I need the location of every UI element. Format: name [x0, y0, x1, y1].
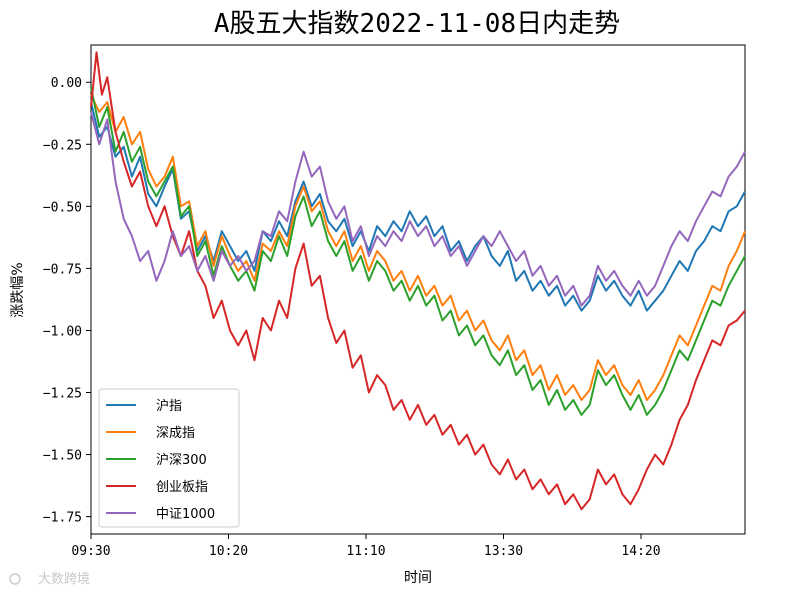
legend-label: 沪指	[156, 398, 182, 414]
series-line-1	[90, 94, 746, 401]
legend-box	[98, 388, 240, 528]
x-tick-label: 10:20	[209, 544, 248, 559]
x-tick-label: 09:30	[71, 544, 110, 559]
series-line-2	[90, 86, 746, 416]
watermark-logo-icon	[9, 573, 21, 585]
x-tick-label: 11:10	[346, 544, 385, 559]
series-layer	[90, 51, 746, 511]
y-tick-label: −0.25	[43, 138, 82, 153]
x-axis: 09:30 10:20 11:10 13:30 14:20	[71, 534, 661, 559]
series-line-4	[90, 111, 746, 307]
y-tick-label: 0.00	[51, 76, 82, 91]
series-line-3	[90, 51, 746, 511]
y-tick-label: −1.25	[43, 387, 82, 402]
y-tick-label: −1.50	[43, 449, 82, 464]
y-axis-label: 涨跌幅%	[10, 262, 26, 317]
watermark: 大数跨境	[9, 572, 90, 587]
x-tick-label: 13:30	[484, 544, 523, 559]
legend-label: 沪深300	[156, 452, 207, 468]
watermark-text: 大数跨境	[38, 572, 90, 587]
y-tick-label: −0.50	[43, 200, 82, 215]
chart-title: A股五大指数2022-11-08日内走势	[214, 9, 620, 39]
legend-label: 创业板指	[156, 480, 208, 495]
y-tick-label: −1.00	[43, 324, 82, 339]
series-line-0	[90, 101, 746, 312]
y-tick-label: −1.75	[43, 511, 82, 526]
x-tick-label: 14:20	[621, 544, 660, 559]
legend-label: 深成指	[156, 426, 195, 441]
y-tick-label: −0.75	[43, 262, 82, 277]
x-axis-label: 时间	[404, 570, 432, 586]
legend-label: 中证1000	[156, 507, 215, 522]
y-axis: 0.00 −0.25 −0.50 −0.75 −1.00 −1.25 −1.50 −1.75	[43, 76, 91, 526]
